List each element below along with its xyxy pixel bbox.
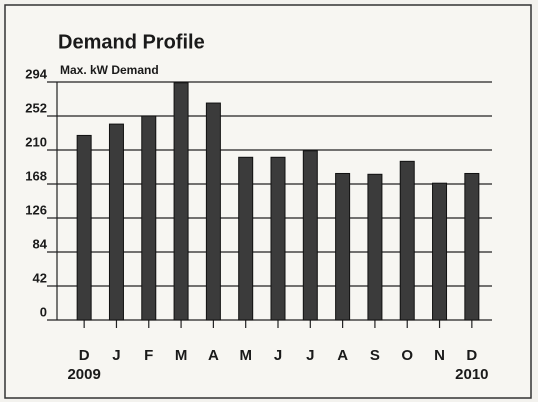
x-tick-label: J bbox=[274, 347, 282, 364]
x-tick-label: D bbox=[79, 347, 90, 364]
bar bbox=[238, 156, 254, 321]
year-label: 2010 bbox=[455, 366, 488, 383]
year-label: 2009 bbox=[67, 366, 100, 383]
y-tick-label: 42 bbox=[33, 270, 47, 285]
chart-title: Demand Profile bbox=[58, 31, 205, 53]
x-tick-label: N bbox=[434, 347, 445, 364]
x-tick-label: D bbox=[466, 347, 477, 364]
x-tick-label: O bbox=[401, 347, 413, 364]
bar bbox=[399, 160, 415, 321]
bar bbox=[367, 173, 383, 321]
y-tick-label: 210 bbox=[25, 134, 47, 149]
bar bbox=[76, 134, 92, 321]
bar bbox=[270, 156, 286, 321]
x-tick-label: M bbox=[239, 347, 252, 364]
x-tick-label: J bbox=[112, 347, 120, 364]
x-tick-label: S bbox=[370, 347, 380, 364]
x-tick-label: F bbox=[144, 347, 153, 364]
bar bbox=[335, 172, 351, 321]
y-axis-label: Max. kW Demand bbox=[60, 63, 159, 77]
x-tick-label: A bbox=[337, 347, 348, 364]
y-tick-label: 252 bbox=[25, 100, 47, 115]
y-tick-label: 84 bbox=[33, 236, 48, 251]
y-tick-label: 168 bbox=[25, 168, 47, 183]
x-tick-label: A bbox=[208, 347, 219, 364]
bar bbox=[173, 82, 189, 321]
bar bbox=[205, 102, 221, 321]
y-tick-label: 126 bbox=[25, 202, 47, 217]
bar bbox=[141, 115, 157, 321]
bar bbox=[302, 150, 318, 321]
y-tick-label: 294 bbox=[25, 66, 47, 81]
bar bbox=[464, 172, 480, 321]
y-tick-label: 0 bbox=[40, 304, 47, 319]
x-tick-label: J bbox=[306, 347, 314, 364]
bar bbox=[432, 182, 448, 321]
bar bbox=[108, 123, 124, 321]
x-tick-label: M bbox=[175, 347, 188, 364]
